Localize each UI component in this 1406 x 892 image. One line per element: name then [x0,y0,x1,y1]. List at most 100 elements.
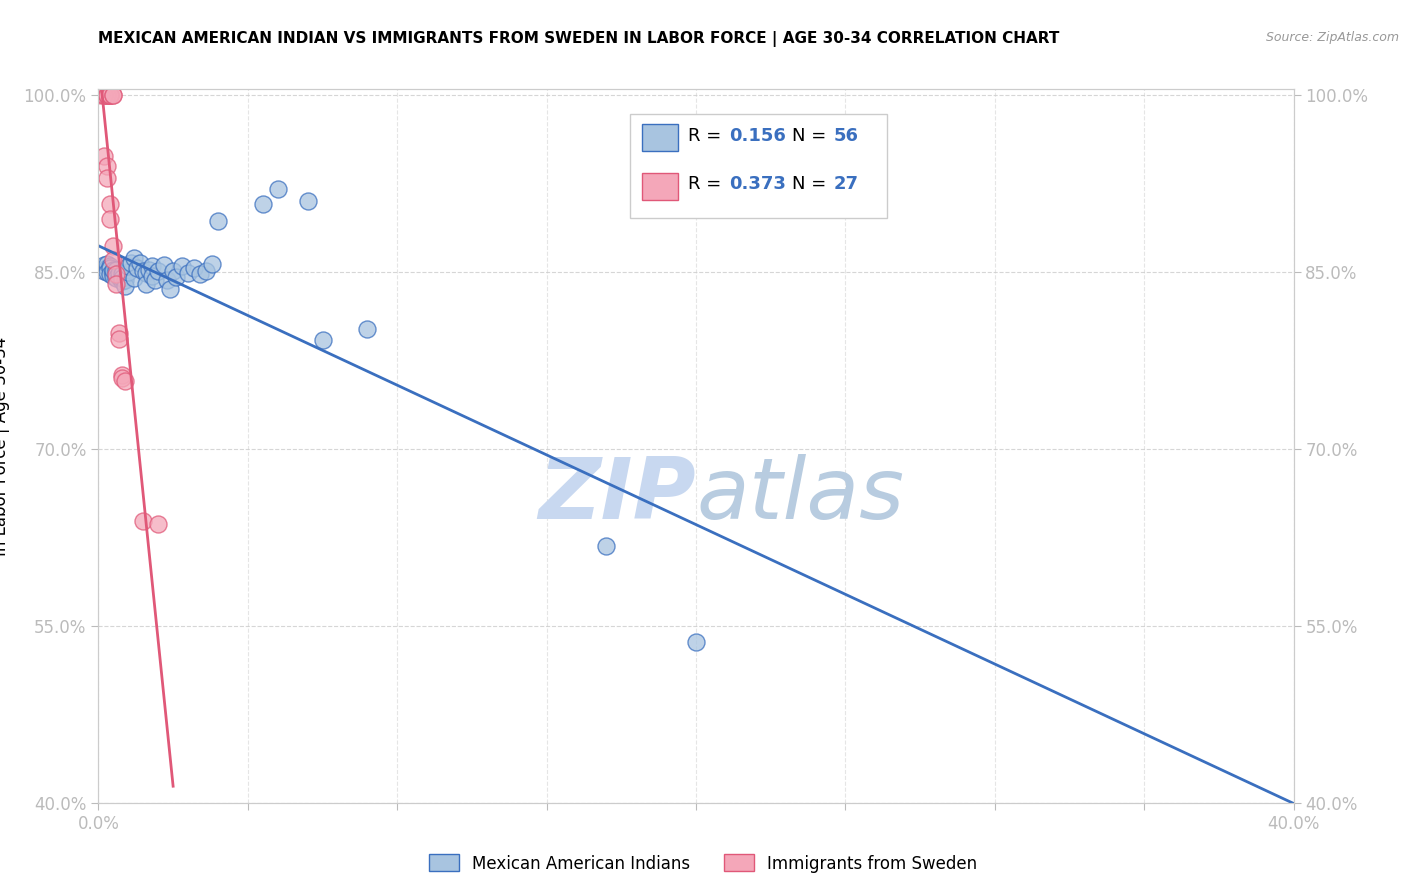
Point [103,88,125,103]
Bar [643,173,678,200]
Point [201,257,224,271]
Point [96,257,118,271]
Text: ZIP: ZIP [538,454,696,538]
Point [143,273,166,287]
Point [311,334,333,348]
Text: MEXICAN AMERICAN INDIAN VS IMMIGRANTS FROM SWEDEN IN LABOR FORCE | AGE 30-34 COR: MEXICAN AMERICAN INDIAN VS IMMIGRANTS FR… [98,31,1060,47]
Point [117,265,139,279]
Point [141,268,163,283]
Point [105,277,128,291]
Point [132,264,155,278]
Point [98,88,122,103]
Point [93,264,115,278]
Point [148,517,170,532]
Point [108,326,131,341]
Point [135,277,157,291]
Point [117,259,139,273]
Point [96,88,118,103]
Point [111,368,134,382]
Point [129,255,152,269]
Text: N =: N = [792,127,831,145]
Legend: Mexican American Indians, Immigrants from Sweden: Mexican American Indians, Immigrants fro… [422,847,984,880]
Point [114,279,136,293]
Point [127,261,149,276]
Point [103,264,125,278]
Point [120,255,142,269]
Point [114,273,136,287]
Point [98,88,122,103]
Point [135,266,157,280]
Point [103,239,125,253]
Point [114,374,136,388]
Text: atlas: atlas [696,454,904,538]
Point [207,214,229,228]
Point [141,259,163,273]
Point [98,211,122,226]
Y-axis label: In Labor Force | Age 30-34: In Labor Force | Age 30-34 [0,336,10,556]
Point [111,275,134,289]
Point [153,258,176,272]
Text: N =: N = [792,175,831,193]
Point [96,170,118,185]
Point [252,196,274,211]
Point [356,321,378,335]
Point [96,265,118,279]
Point [124,271,146,285]
Point [103,268,125,283]
Point [96,159,118,173]
Text: 0.156: 0.156 [730,127,786,145]
Point [103,253,125,268]
Point [96,261,118,276]
Point [685,635,707,649]
Point [103,262,125,277]
Point [108,266,131,280]
Text: 56: 56 [834,127,859,145]
Text: R =: R = [688,175,727,193]
Point [183,261,205,276]
Point [111,371,134,385]
Point [159,281,181,295]
Point [108,332,131,346]
Point [105,268,128,282]
Point [93,258,115,272]
Point [297,194,319,209]
Point [98,259,122,273]
Point [595,539,617,553]
Point [98,268,122,282]
Point [111,268,134,282]
Point [90,88,112,103]
Point [108,269,131,284]
Point [98,196,122,211]
FancyBboxPatch shape [630,114,887,218]
Point [267,182,290,196]
Point [156,273,179,287]
Point [93,88,115,103]
Point [165,269,187,284]
Point [172,259,194,273]
Point [93,88,115,103]
Text: R =: R = [688,127,727,145]
Point [132,514,155,528]
Point [162,264,184,278]
Point [103,266,125,280]
Point [148,264,170,278]
Point [98,88,122,103]
Text: Source: ZipAtlas.com: Source: ZipAtlas.com [1265,31,1399,45]
Point [105,262,128,277]
Point [124,251,146,265]
Text: 27: 27 [834,175,859,193]
Point [138,262,160,277]
Point [105,271,128,285]
Point [96,88,118,103]
Point [93,149,115,163]
Point [103,88,125,103]
Point [188,268,211,282]
Point [111,271,134,285]
Point [105,268,128,282]
Point [195,264,218,278]
Point [177,266,200,280]
Point [98,261,122,276]
Bar [643,124,678,152]
Point [96,88,118,103]
Text: 0.373: 0.373 [730,175,786,193]
